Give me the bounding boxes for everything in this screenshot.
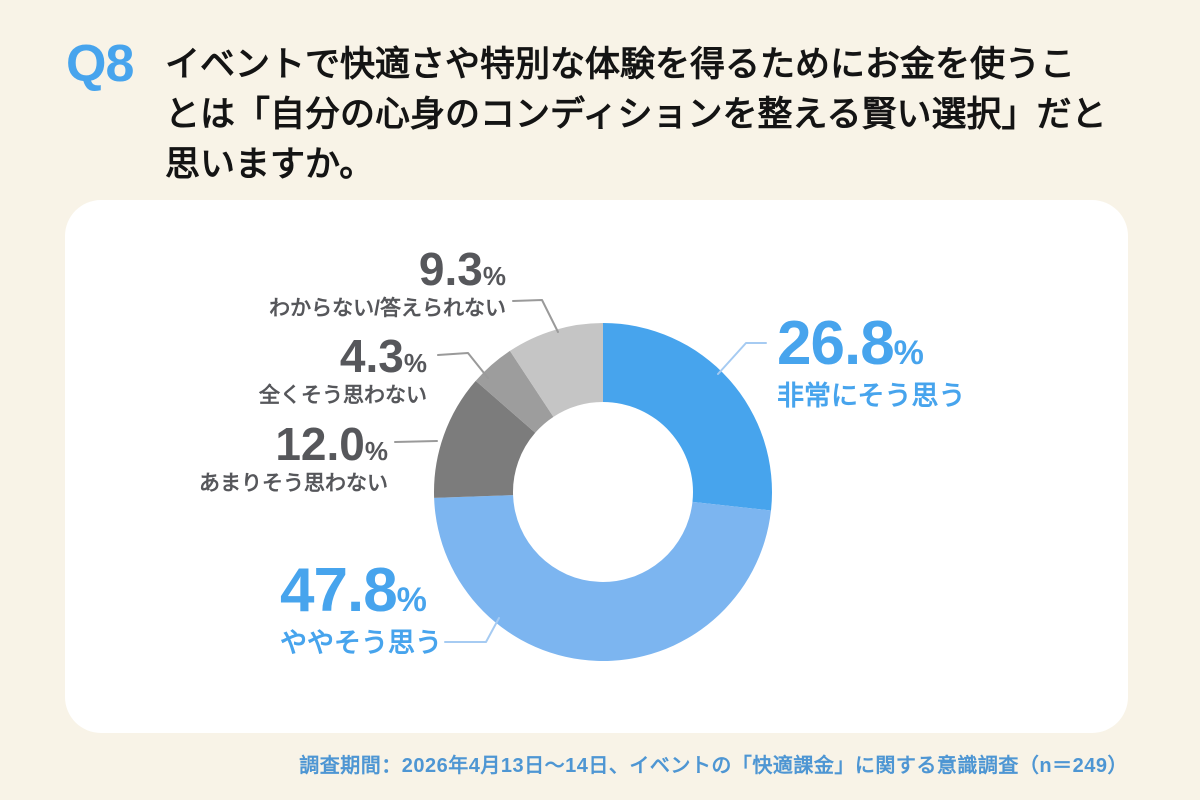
question-title-line-3: 思いますか。 bbox=[165, 145, 375, 184]
chart-card: 9.3% わからない/答えられない 4.3% 全くそう思わない 12.0% あま… bbox=[65, 200, 1128, 733]
callout-strongly-agree-value: 26.8% bbox=[777, 309, 924, 378]
percent-sign: % bbox=[364, 436, 388, 466]
callout-somewhat-agree-value: 47.8% bbox=[280, 556, 427, 625]
callout-unknown: 9.3% わからない/答えられない bbox=[269, 246, 506, 319]
percent-sign: % bbox=[403, 348, 427, 378]
question-title: イベントで快適さや特別な体験を得るためにお金を使うこ とは「自分の心身のコンディ… bbox=[165, 40, 1155, 190]
callout-strongly-agree-label: 非常にそう思う bbox=[777, 381, 966, 411]
callout-unknown-value: 9.3% bbox=[418, 243, 506, 295]
leader-line-somewhat-disagree bbox=[394, 440, 438, 443]
callout-somewhat-disagree-value: 12.0% bbox=[275, 418, 388, 470]
donut-segment-strongly-disagree bbox=[475, 350, 554, 433]
donut-segment-somewhat-disagree bbox=[433, 380, 536, 498]
callout-unknown-label: わからない/答えられない bbox=[269, 297, 506, 320]
leader-line-unknown bbox=[512, 299, 559, 333]
leader-lines bbox=[394, 299, 767, 643]
callout-strongly-disagree: 4.3% 全くそう思わない bbox=[259, 333, 427, 406]
callout-somewhat-disagree-label: あまりそう思わない bbox=[199, 472, 388, 495]
percent-sign: % bbox=[396, 581, 427, 619]
percent-sign: % bbox=[482, 261, 506, 291]
callout-somewhat-agree: 47.8% ややそう思う bbox=[280, 560, 442, 657]
percent-sign: % bbox=[893, 334, 924, 372]
callout-somewhat-disagree: 12.0% あまりそう思わない bbox=[199, 421, 388, 494]
question-title-line-1: イベントで快適さや特別な体験を得るためにお金を使うこ bbox=[165, 45, 1076, 84]
question-tag: Q8 bbox=[66, 35, 134, 93]
callout-somewhat-agree-label: ややそう思う bbox=[280, 628, 442, 658]
survey-footnote: 調査期間：2026年4月13日～14日、イベントの「快適課金」に関する意識調査（… bbox=[299, 755, 1128, 777]
leader-line-somewhat-agree bbox=[444, 617, 500, 643]
donut-segment-strongly-agree bbox=[603, 323, 772, 511]
leader-line-strongly-agree bbox=[717, 342, 767, 375]
question-title-line-2: とは「自分の心身のコンディションを整える賢い選択」だと bbox=[165, 95, 1107, 134]
donut-segment-unknown bbox=[509, 323, 603, 417]
donut-segments bbox=[433, 323, 772, 661]
donut-chart bbox=[394, 299, 772, 661]
callout-strongly-disagree-label: 全くそう思わない bbox=[259, 384, 427, 407]
donut-segment-somewhat-agree bbox=[434, 495, 771, 661]
callout-strongly-disagree-value: 4.3% bbox=[339, 330, 427, 382]
leader-line-strongly-disagree bbox=[437, 352, 489, 379]
callout-strongly-agree: 26.8% 非常にそう思う bbox=[777, 313, 965, 410]
